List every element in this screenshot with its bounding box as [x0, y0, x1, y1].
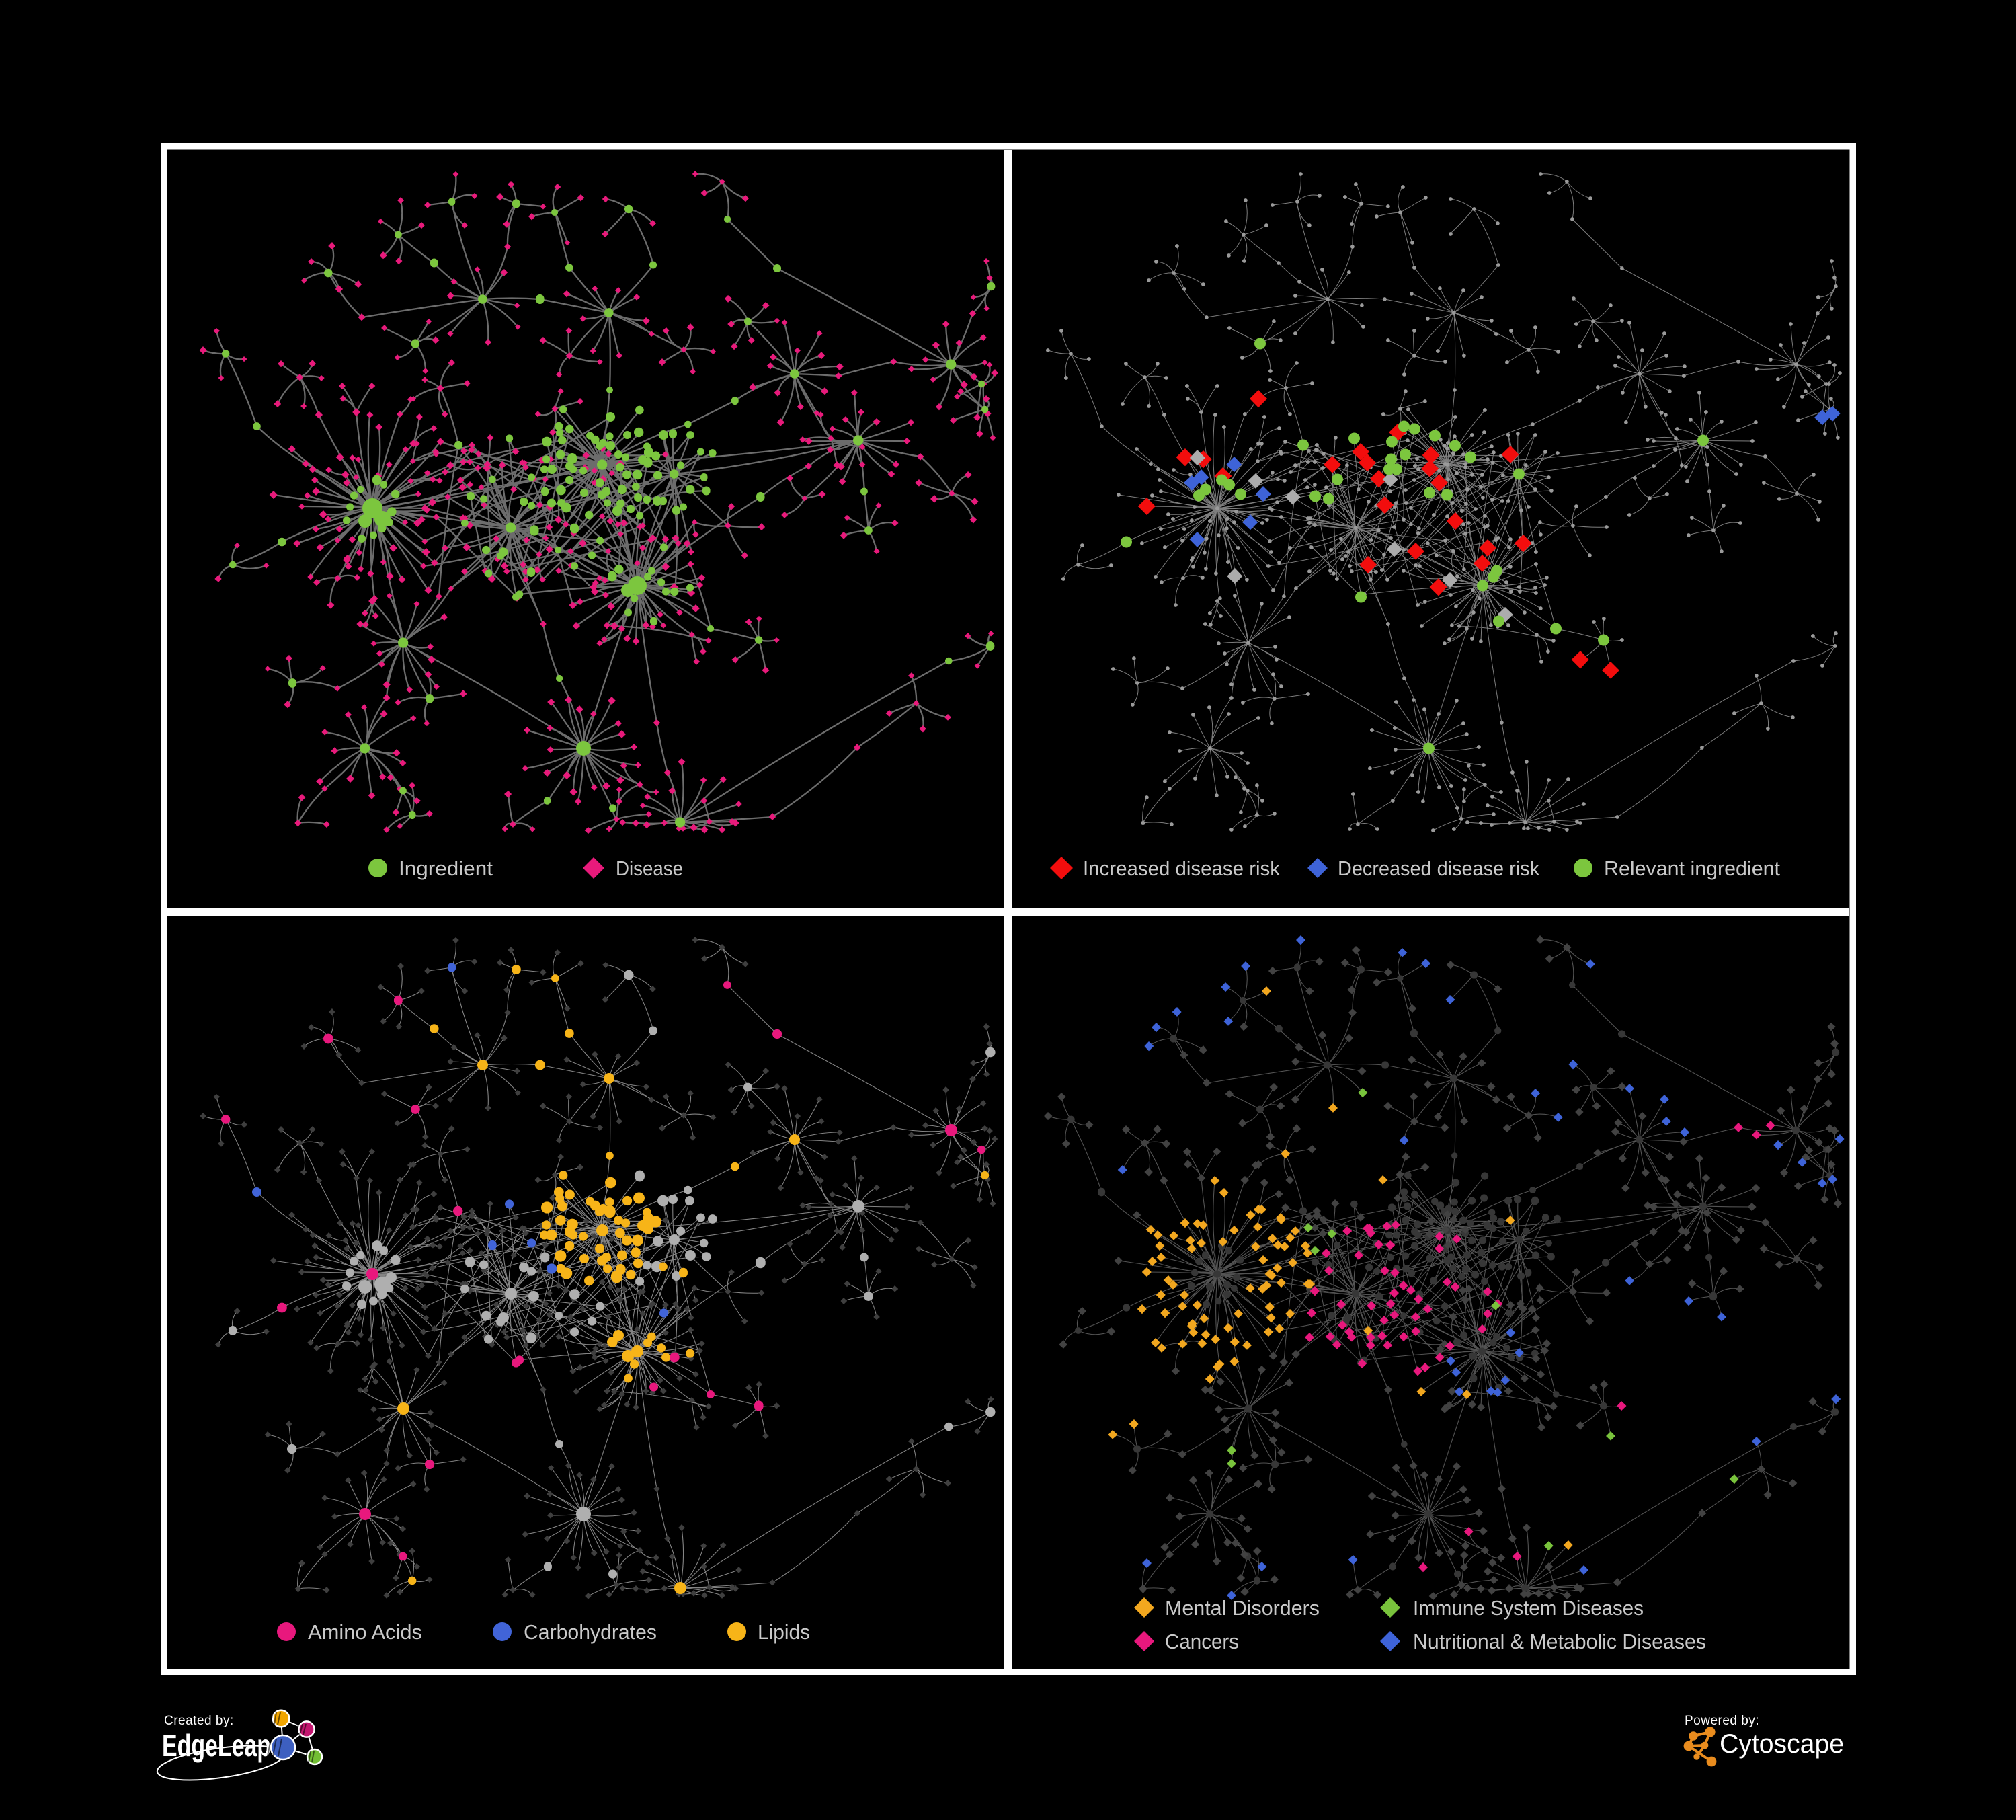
svg-text:Powered by:: Powered by:: [1685, 1714, 1759, 1728]
svg-text:Nutritional & Metabolic Diseas: Nutritional & Metabolic Diseases: [1413, 1630, 1706, 1653]
svg-text:Carbohydrates: Carbohydrates: [524, 1620, 657, 1644]
svg-text:Increased disease risk: Increased disease risk: [1083, 857, 1280, 880]
svg-text:Created by:: Created by:: [164, 1714, 234, 1728]
svg-text:Amino Acids: Amino Acids: [308, 1620, 422, 1644]
svg-text:Disease: Disease: [616, 857, 683, 880]
svg-text:EdgeLeap: EdgeLeap: [162, 1728, 271, 1763]
svg-text:Immune System Diseases: Immune System Diseases: [1413, 1596, 1644, 1620]
svg-text:Cancers: Cancers: [1165, 1630, 1239, 1653]
svg-text:Cytoscape: Cytoscape: [1720, 1729, 1844, 1759]
svg-text:Lipids: Lipids: [758, 1620, 810, 1644]
svg-text:Mental Disorders: Mental Disorders: [1165, 1596, 1320, 1620]
svg-text:Ingredient: Ingredient: [399, 857, 493, 880]
svg-text:Relevant ingredient: Relevant ingredient: [1604, 857, 1780, 880]
svg-text:Decreased disease risk: Decreased disease risk: [1338, 857, 1539, 880]
